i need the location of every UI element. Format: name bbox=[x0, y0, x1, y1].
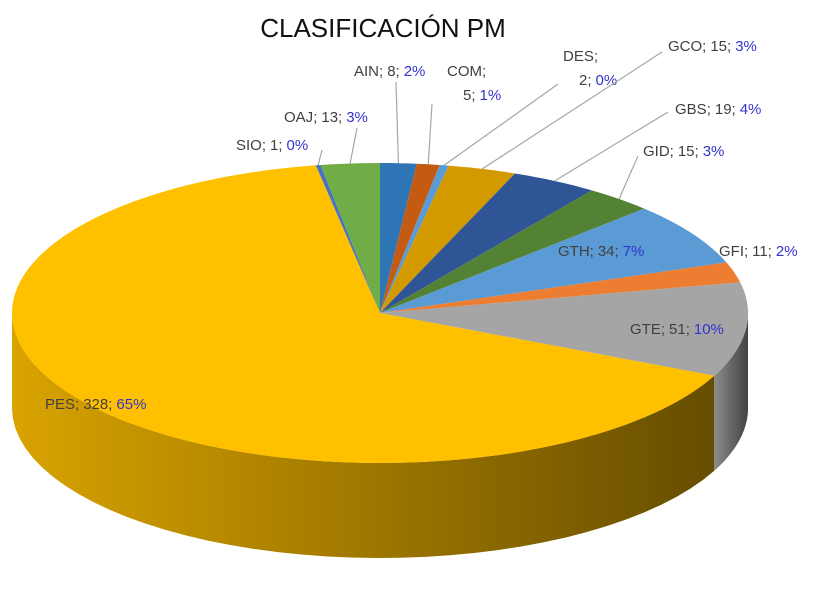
label-count: 15 bbox=[710, 38, 727, 55]
leader-line bbox=[395, 81, 400, 164]
label-name: GCO bbox=[668, 38, 702, 55]
label-separator: ; bbox=[338, 109, 342, 126]
data-label: GCO; 15; 3% bbox=[668, 38, 757, 55]
leader-line bbox=[349, 127, 358, 164]
label-separator: ; bbox=[482, 63, 486, 80]
slice-side bbox=[714, 313, 748, 471]
label-separator: ; bbox=[396, 63, 400, 80]
slice bbox=[380, 208, 727, 313]
label-separator: ; bbox=[732, 101, 736, 118]
label-percent: 65% bbox=[116, 396, 146, 413]
label-percent: 0% bbox=[287, 137, 309, 154]
label-separator: ; bbox=[727, 38, 731, 55]
leader-line bbox=[481, 51, 663, 170]
label-name: AIN bbox=[354, 63, 379, 80]
slice bbox=[380, 165, 515, 313]
leader-line bbox=[618, 155, 639, 200]
label-name: DES bbox=[563, 48, 594, 65]
data-label: COM; 5; 1% bbox=[447, 63, 501, 104]
label-separator: ; bbox=[587, 72, 591, 89]
slice bbox=[380, 163, 417, 313]
label-name: PES bbox=[45, 396, 75, 413]
slice bbox=[315, 164, 380, 313]
label-separator: ; bbox=[695, 143, 699, 160]
label-separator: ; bbox=[471, 87, 475, 104]
chart-title: CLASIFICACIÓN PM bbox=[260, 13, 506, 43]
slice bbox=[380, 282, 748, 376]
label-count: 328 bbox=[83, 396, 108, 413]
leader-line bbox=[317, 149, 323, 166]
data-label: GBS; 19; 4% bbox=[675, 101, 761, 118]
label-percent: 7% bbox=[623, 243, 645, 260]
label-percent: 2% bbox=[776, 243, 798, 260]
label-percent: 3% bbox=[346, 109, 368, 126]
label-separator: ; bbox=[707, 101, 711, 118]
label-name: COM bbox=[447, 63, 482, 80]
data-label: GTH; 34; 7% bbox=[558, 243, 644, 260]
slice bbox=[380, 163, 440, 313]
label-separator: ; bbox=[379, 63, 383, 80]
label-count: 8 bbox=[387, 63, 395, 80]
leader-line bbox=[554, 111, 669, 182]
label-count: 15 bbox=[678, 143, 695, 160]
leader-line bbox=[443, 83, 559, 166]
slice bbox=[380, 173, 592, 313]
label-name: GBS bbox=[675, 101, 707, 118]
label-count: 34 bbox=[598, 243, 615, 260]
leader-line bbox=[427, 103, 433, 165]
label-percent: 2% bbox=[404, 63, 426, 80]
data-label: GFI; 11; 2% bbox=[719, 243, 798, 260]
data-label: DES; 2; 0% bbox=[563, 48, 617, 89]
data-label: GID; 15; 3% bbox=[643, 143, 724, 160]
slice bbox=[320, 163, 380, 313]
label-separator: ; bbox=[615, 243, 619, 260]
label-separator: ; bbox=[744, 243, 748, 260]
data-label: AIN; 8; 2% bbox=[354, 63, 425, 80]
label-separator: ; bbox=[313, 109, 317, 126]
label-separator: ; bbox=[262, 137, 266, 154]
data-label: GTE; 51; 10% bbox=[630, 321, 724, 338]
label-count: 19 bbox=[715, 101, 732, 118]
label-separator: ; bbox=[590, 243, 594, 260]
label-count: 2 bbox=[579, 72, 587, 89]
data-label: OAJ; 13; 3% bbox=[284, 109, 368, 126]
label-separator: ; bbox=[108, 396, 112, 413]
label-separator: ; bbox=[768, 243, 772, 260]
label-percent: 10% bbox=[694, 321, 724, 338]
label-separator: ; bbox=[278, 137, 282, 154]
label-percent: 0% bbox=[596, 72, 618, 89]
label-name: SIO bbox=[236, 137, 262, 154]
label-separator: ; bbox=[75, 396, 79, 413]
slice-side bbox=[12, 313, 715, 558]
label-percent: 3% bbox=[735, 38, 757, 55]
label-name: GFI bbox=[719, 243, 744, 260]
label-count: 51 bbox=[669, 321, 686, 338]
label-count: 5 bbox=[463, 87, 471, 104]
label-percent: 3% bbox=[703, 143, 725, 160]
label-separator: ; bbox=[702, 38, 706, 55]
slice bbox=[12, 165, 715, 463]
label-count: 1 bbox=[270, 137, 278, 154]
label-separator: ; bbox=[661, 321, 665, 338]
label-separator: ; bbox=[686, 321, 690, 338]
label-separator: ; bbox=[670, 143, 674, 160]
label-name: GTH bbox=[558, 243, 590, 260]
data-label: SIO; 1; 0% bbox=[236, 137, 308, 154]
label-name: OAJ bbox=[284, 109, 313, 126]
label-separator: ; bbox=[594, 48, 598, 65]
label-name: GTE bbox=[630, 321, 661, 338]
label-name: GID bbox=[643, 143, 670, 160]
slice bbox=[380, 164, 449, 313]
label-percent: 1% bbox=[480, 87, 502, 104]
data-label: PES; 328; 65% bbox=[45, 396, 146, 413]
label-count: 13 bbox=[321, 109, 338, 126]
label-count: 11 bbox=[752, 243, 768, 260]
slice bbox=[380, 262, 741, 313]
slice bbox=[380, 190, 645, 313]
label-percent: 4% bbox=[740, 101, 762, 118]
